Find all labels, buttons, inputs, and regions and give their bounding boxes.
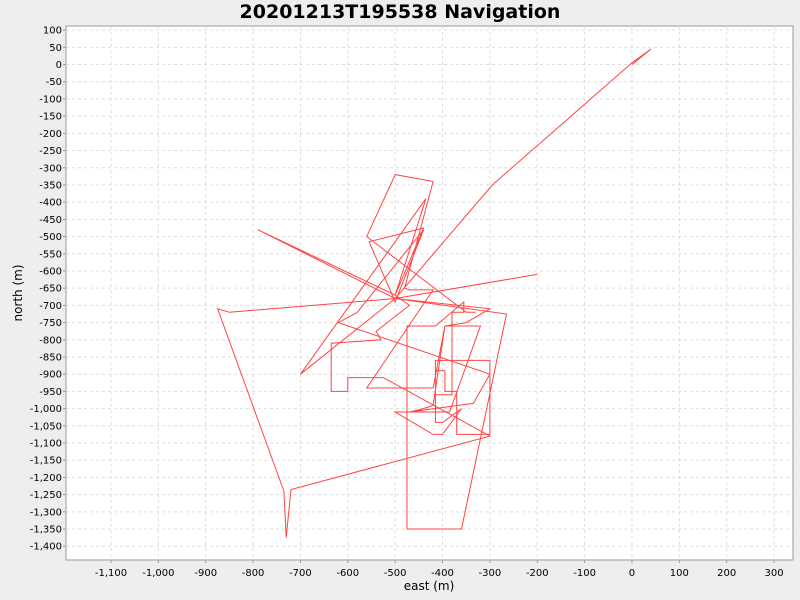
navigation-track-line [216,48,652,538]
x-tick-label: -700 [289,568,312,579]
chart-title: 20201213T195538 Navigation [239,1,561,23]
y-tick-label: -1,300 [30,507,62,518]
y-tick-label: 50 [49,43,62,54]
y-tick-label: -50 [46,77,62,88]
y-tick-label: -500 [39,232,62,243]
y-tick-label: 100 [43,26,62,37]
x-tick-label: -900 [194,568,217,579]
y-tick-label: -1,100 [30,439,62,450]
y-tick-label: -600 [39,266,62,277]
y-tick-label: -350 [39,180,62,191]
y-tick-label: -100 [39,94,62,105]
x-tick-label: -300 [479,568,502,579]
y-tick-label: -1,000 [30,404,62,415]
y-tick-label: -400 [39,198,62,209]
y-tick-label: -1,250 [30,490,62,501]
x-tick-label: -600 [336,568,359,579]
x-tick-label: 100 [670,568,689,579]
y-tick-label: -1,400 [30,542,62,553]
y-tick-label: -800 [39,335,62,346]
x-tick-label: -1,100 [95,568,127,579]
x-tick-label: -1,000 [142,568,174,579]
y-tick-label: -750 [39,318,62,329]
x-tick-label: 200 [717,568,736,579]
y-tick-label: -700 [39,301,62,312]
x-tick-label: -400 [431,568,454,579]
grid [66,26,793,560]
y-tick-labels: 100 50 0 -50 -100 -150 -200 -250 -300 -350 -400 -45… [30,26,66,553]
y-tick-label: -300 [39,163,62,174]
y-tick-label: -200 [39,129,62,140]
y-tick-label: -550 [39,249,62,260]
y-tick-label: 0 [56,60,62,71]
y-tick-label: -1,200 [30,473,62,484]
y-tick-label: -1,350 [30,525,62,536]
y-tick-label: -1,050 [30,421,62,432]
x-tick-label: 300 [765,568,784,579]
series-group [216,48,652,538]
x-tick-label: -800 [242,568,265,579]
y-tick-label: -900 [39,370,62,381]
x-axis-label: east (m) [404,579,455,593]
y-tick-label: -650 [39,284,62,295]
y-tick-label: -950 [39,387,62,398]
x-tick-label: -100 [573,568,596,579]
x-tick-labels: -1,100 -1,000 -900 -800 -700 -600 -500 -400 -300… [95,560,784,579]
y-tick-label: -250 [39,146,62,157]
y-tick-label: -450 [39,215,62,226]
y-tick-label: -1,150 [30,456,62,467]
x-tick-label: -200 [526,568,549,579]
x-tick-label: 0 [629,568,635,579]
y-axis-label: north (m) [11,264,25,321]
x-tick-label: -500 [384,568,407,579]
y-tick-label: -850 [39,352,62,363]
y-tick-label: -150 [39,112,62,123]
